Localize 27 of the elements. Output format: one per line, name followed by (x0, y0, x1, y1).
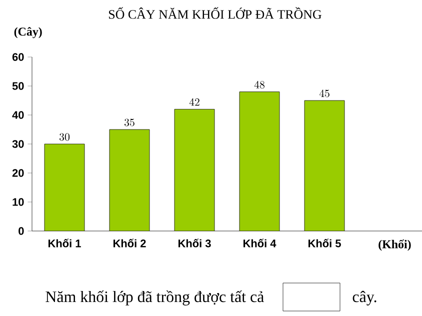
bar (174, 109, 214, 231)
data-label: 45 (319, 90, 330, 98)
text: cây. (352, 290, 376, 306)
y-axis-title: (Cây) (14, 27, 42, 38)
x-axis-title: (Khối) (378, 240, 411, 251)
y-tick-label: 60 (12, 53, 24, 61)
text: Năm khối lớp đã trồng được tất cả (46, 290, 264, 306)
y-tick-label: 40 (12, 111, 24, 119)
y-tick-label: 0 (18, 227, 24, 235)
x-tick-label: Khối 2 (113, 238, 146, 248)
data-label: 35 (124, 118, 134, 126)
x-tick-label: Khối 1 (48, 238, 81, 248)
data-label: 48 (254, 80, 264, 89)
y-tick-label: 30 (12, 140, 24, 148)
x-tick-label: Khối 3 (178, 238, 211, 248)
x-tick-label: Khối 4 (243, 238, 276, 248)
y-tick-label: 10 (12, 198, 24, 206)
data-label: 30 (60, 133, 70, 141)
bar (240, 92, 280, 231)
x-tick-label: Khối 5 (308, 238, 341, 248)
data-label: 42 (189, 98, 200, 106)
chart-title: SỐ CÂY NĂM KHỐI LỚP ĐÃ TRỒNG (109, 7, 322, 19)
y-tick-label: 50 (12, 82, 24, 90)
bar (44, 144, 84, 231)
bar (110, 130, 150, 231)
y-tick-label: 20 (12, 169, 24, 177)
bar (304, 100, 345, 231)
